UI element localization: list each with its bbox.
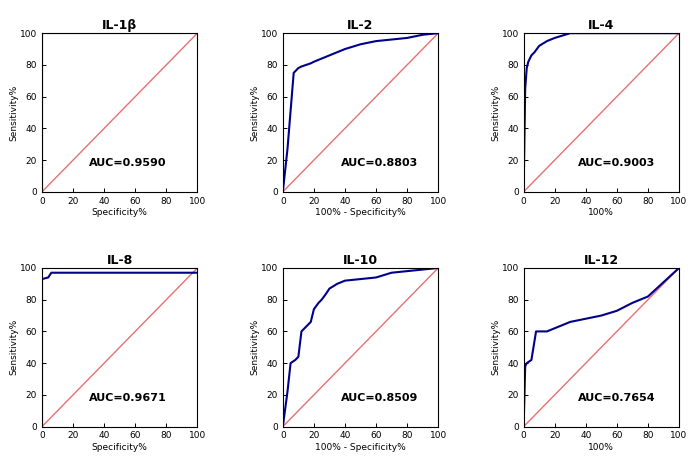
Title: IL-4: IL-4 xyxy=(588,19,615,32)
Y-axis label: Sensitivity%: Sensitivity% xyxy=(491,84,500,141)
Y-axis label: Sensitivity%: Sensitivity% xyxy=(251,84,259,141)
Text: AUC=0.9003: AUC=0.9003 xyxy=(578,158,655,168)
X-axis label: 100%: 100% xyxy=(589,209,615,218)
Y-axis label: Sensitivity%: Sensitivity% xyxy=(251,319,259,375)
X-axis label: 100% - Specificity%: 100% - Specificity% xyxy=(315,443,406,452)
Text: AUC=0.8509: AUC=0.8509 xyxy=(340,393,418,403)
Text: AUC=0.8803: AUC=0.8803 xyxy=(340,158,418,168)
Text: AUC=0.7654: AUC=0.7654 xyxy=(578,393,656,403)
Y-axis label: Sensitivity%: Sensitivity% xyxy=(10,319,18,375)
X-axis label: Specificity%: Specificity% xyxy=(92,209,148,218)
Text: AUC=0.9590: AUC=0.9590 xyxy=(89,158,166,168)
Title: IL-12: IL-12 xyxy=(584,254,619,267)
X-axis label: 100%: 100% xyxy=(589,443,615,452)
Title: IL-8: IL-8 xyxy=(106,254,133,267)
Text: AUC=0.9671: AUC=0.9671 xyxy=(89,393,167,403)
X-axis label: Specificity%: Specificity% xyxy=(92,443,148,452)
Y-axis label: Sensitivity%: Sensitivity% xyxy=(491,319,500,375)
Title: IL-1β: IL-1β xyxy=(102,19,137,32)
Y-axis label: Sensitivity%: Sensitivity% xyxy=(10,84,18,141)
X-axis label: 100% - Specificity%: 100% - Specificity% xyxy=(315,209,406,218)
Title: IL-10: IL-10 xyxy=(343,254,378,267)
Title: IL-2: IL-2 xyxy=(347,19,374,32)
